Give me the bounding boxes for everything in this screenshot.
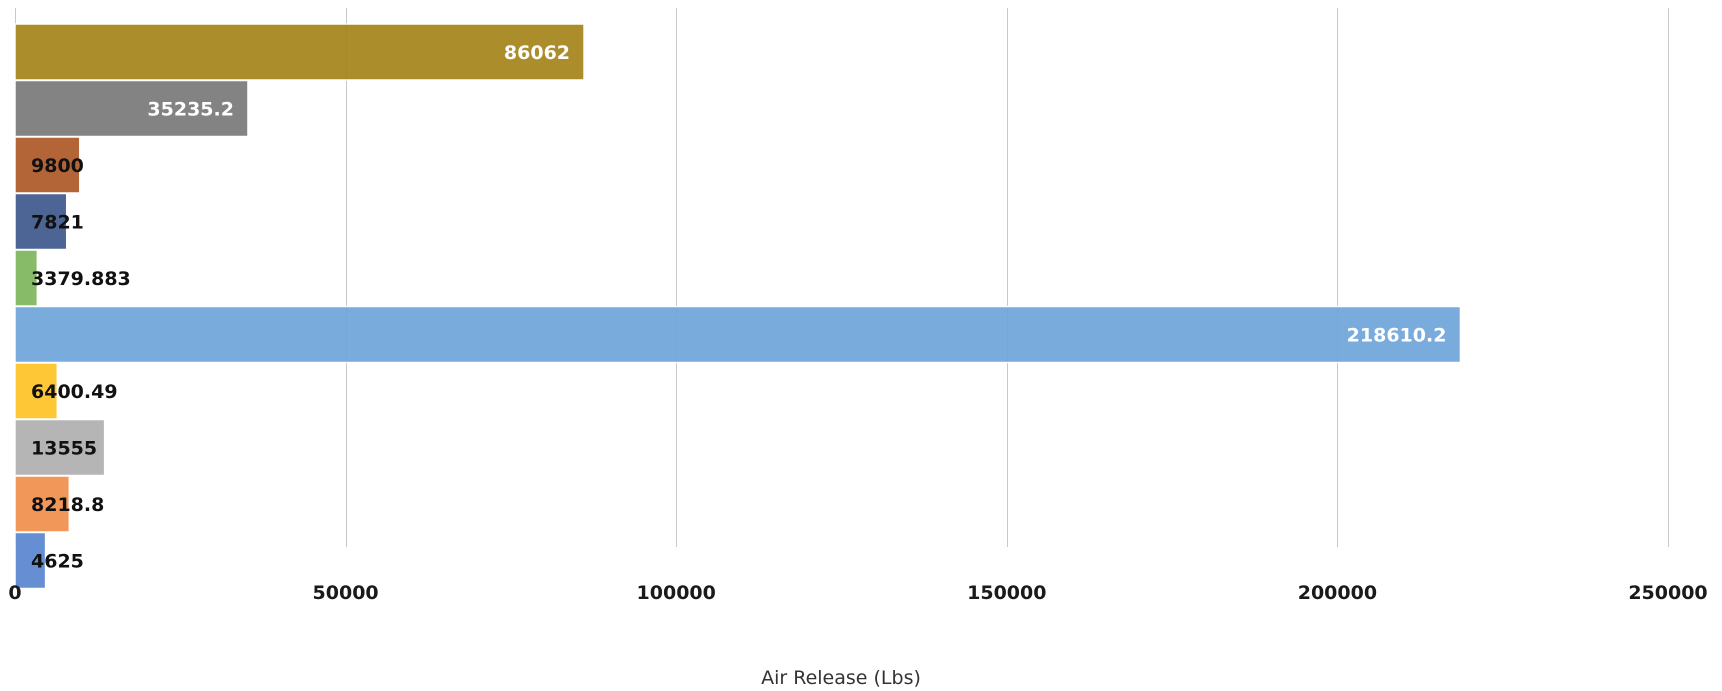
x-tick-label: 250000 (1628, 582, 1707, 604)
bar-9800 (14, 136, 81, 194)
bars (14, 23, 1462, 590)
bar-4625 (14, 531, 47, 590)
bar-value-label: 13555 (31, 438, 97, 460)
bar-8218.8 (14, 475, 71, 533)
x-tick-label: 50000 (313, 582, 379, 604)
bar-value-label: 3379.883 (31, 268, 131, 290)
bar-86062 (14, 23, 585, 81)
bar-13555 (14, 418, 106, 477)
bar-218610.2 (14, 305, 1462, 364)
x-tick-label: 200000 (1298, 582, 1377, 604)
bar-35235.2 (14, 79, 249, 138)
bar-7821 (14, 192, 68, 251)
bar-value-label: 9800 (31, 155, 84, 177)
bar-value-label: 8218.8 (31, 494, 104, 516)
x-tick-label: 150000 (967, 582, 1046, 604)
bar-value-label: 7821 (31, 212, 84, 234)
bar-value-label: 35235.2 (147, 99, 234, 121)
x-axis-ticks: 0 50000 100000 150000 200000 250000 (8, 582, 1707, 604)
x-axis-title: Air Release (Lbs) (761, 667, 921, 689)
x-tick-label: 0 (8, 582, 21, 604)
bar-value-label: 4625 (31, 551, 84, 573)
bar-value-labels: 86062 35235.2 9800 7821 3379.883 218610.2 6400… (31, 42, 1446, 573)
bar-value-label: 86062 (504, 42, 570, 64)
bar-value-label: 218610.2 (1347, 325, 1447, 347)
grid-lines (15, 8, 1669, 547)
bar-value-label: 6400.49 (31, 381, 118, 403)
x-tick-label: 100000 (637, 582, 716, 604)
